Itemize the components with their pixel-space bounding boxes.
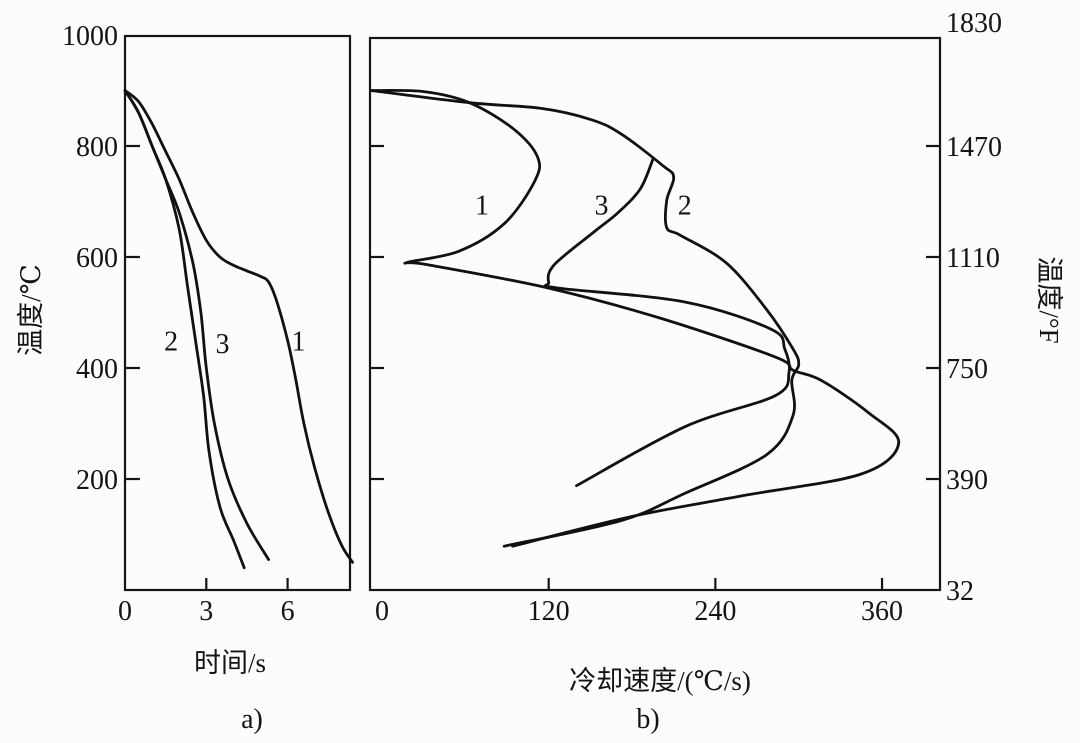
curve-3 bbox=[543, 157, 791, 488]
y-tick-label: 600 bbox=[76, 243, 118, 274]
y-tick-label: 200 bbox=[76, 465, 118, 496]
x-tick-label: 360 bbox=[861, 596, 903, 627]
panel-a-time-temperature: 0 3 6 1000 800 600 400 200 2 3 1 时间/s 温度/℃ a) bbox=[16, 21, 354, 735]
curve-number-label: 1 bbox=[475, 190, 489, 221]
panel-a-y-axis-label: 温度/℃ bbox=[16, 264, 46, 356]
x-tick-label: 120 bbox=[528, 596, 570, 627]
y-tick-label: 1000 bbox=[62, 21, 118, 52]
x-tick-label: 6 bbox=[281, 596, 295, 627]
y-right-tick-label: 32 bbox=[946, 576, 974, 607]
curve-number-label: 2 bbox=[678, 190, 692, 221]
y-tick-label: 400 bbox=[76, 354, 118, 385]
y-right-tick-label: 390 bbox=[946, 465, 988, 496]
x-tick-label: 0 bbox=[375, 596, 389, 627]
panel-a-frame bbox=[123, 34, 352, 592]
y-right-tick-label: 1110 bbox=[946, 243, 1000, 274]
panel-a-caption: a) bbox=[241, 704, 263, 735]
x-tick-label: 3 bbox=[199, 596, 213, 627]
y-right-tick-label: 1830 bbox=[946, 8, 1002, 39]
curve-number-label: 1 bbox=[291, 326, 305, 357]
panel-b-x-axis-label: 冷却速度/(℃/s) bbox=[569, 666, 751, 696]
x-tick-label: 240 bbox=[694, 596, 736, 627]
curve-1 bbox=[369, 88, 901, 548]
curve-number-label: 3 bbox=[594, 190, 608, 221]
curve-3 bbox=[123, 89, 270, 561]
panel-a-marks: 0 3 6 1000 800 600 400 200 2 3 1 bbox=[62, 21, 354, 627]
panel-b-caption: b) bbox=[636, 704, 659, 735]
y-right-tick-label: 750 bbox=[946, 354, 988, 385]
panel-b-y-axis-label-right: 温度/°F bbox=[1034, 256, 1064, 343]
y-right-tick-label: 1470 bbox=[946, 132, 1002, 163]
curve-1 bbox=[123, 89, 354, 564]
curve-2 bbox=[369, 89, 801, 548]
panel-a-x-axis-label: 时间/s bbox=[194, 648, 266, 678]
curve-number-label: 3 bbox=[216, 329, 230, 360]
y-tick-label: 800 bbox=[76, 132, 118, 163]
curve-number-label: 2 bbox=[164, 326, 178, 357]
panel-b-frame bbox=[368, 36, 942, 592]
x-tick-label: 0 bbox=[118, 596, 132, 627]
